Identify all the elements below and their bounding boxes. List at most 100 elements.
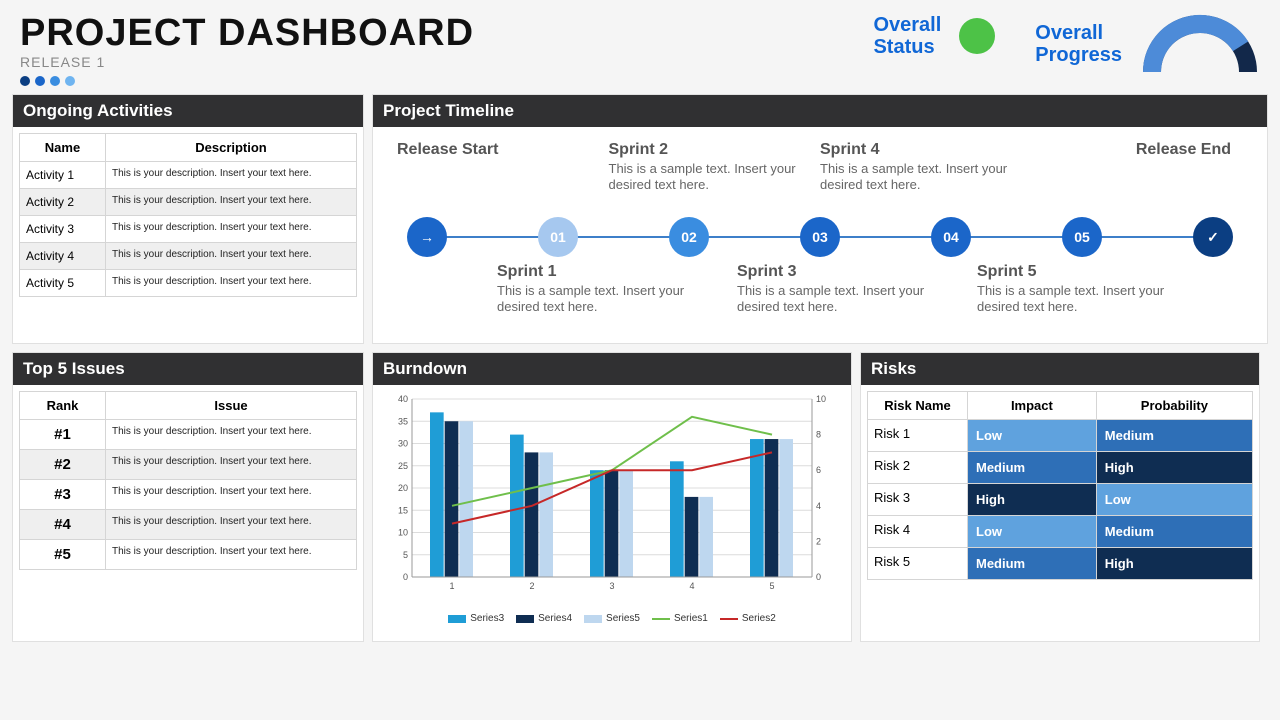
activity-name: Activity 5 xyxy=(20,270,106,297)
svg-text:10: 10 xyxy=(398,528,408,538)
risk-impact: Medium xyxy=(968,548,1097,580)
overall-status-indicator xyxy=(959,18,995,54)
table-row: Risk 4 Low Medium xyxy=(868,516,1253,548)
svg-text:0: 0 xyxy=(403,572,408,582)
svg-text:6: 6 xyxy=(816,465,821,475)
table-row: Risk 5 Medium High xyxy=(868,548,1253,580)
issues-col-rank: Rank xyxy=(20,392,106,420)
pager-dot[interactable] xyxy=(20,76,30,86)
overall-progress-label: OverallProgress xyxy=(1035,22,1122,66)
risk-name: Risk 4 xyxy=(868,516,968,548)
timeline-node: → xyxy=(407,217,447,257)
issue-desc: This is your description. Insert your te… xyxy=(106,420,357,450)
timeline-node: 03 xyxy=(800,217,840,257)
timeline-label-top: Sprint 4This is a sample text. Insert yo… xyxy=(820,141,1032,211)
title-block: PROJECT DASHBOARD RELEASE 1 xyxy=(20,14,873,86)
risks-col-prob: Probability xyxy=(1096,392,1252,420)
svg-text:35: 35 xyxy=(398,416,408,426)
table-row: Activity 2 This is your description. Ins… xyxy=(20,189,357,216)
activity-name: Activity 2 xyxy=(20,189,106,216)
risk-impact: Low xyxy=(968,516,1097,548)
issue-rank: #3 xyxy=(20,480,106,510)
svg-text:4: 4 xyxy=(689,581,694,591)
timeline-node: 04 xyxy=(931,217,971,257)
timeline-label-bottom: Sprint 3This is a sample text. Insert yo… xyxy=(737,263,977,314)
activities-col-name: Name xyxy=(20,134,106,162)
issue-rank: #4 xyxy=(20,510,106,540)
activity-name: Activity 4 xyxy=(20,243,106,270)
pager-dot[interactable] xyxy=(50,76,60,86)
risk-impact: Medium xyxy=(968,452,1097,484)
svg-text:10: 10 xyxy=(816,394,826,404)
risk-probability: High xyxy=(1096,452,1252,484)
header: PROJECT DASHBOARD RELEASE 1 OverallStatu… xyxy=(12,10,1268,94)
risk-impact: Low xyxy=(968,420,1097,452)
risk-probability: Low xyxy=(1096,484,1252,516)
timeline-node: 01 xyxy=(538,217,578,257)
issues-table: Rank Issue #1 This is your description. … xyxy=(19,391,357,570)
progress-gauge xyxy=(1140,14,1260,74)
activity-desc: This is your description. Insert your te… xyxy=(106,216,357,243)
activity-name: Activity 3 xyxy=(20,216,106,243)
activity-desc: This is your description. Insert your te… xyxy=(106,189,357,216)
risk-name: Risk 5 xyxy=(868,548,968,580)
burndown-header: Burndown xyxy=(373,353,851,385)
pager-dot[interactable] xyxy=(35,76,45,86)
burndown-legend: Series3Series4Series5Series1Series2 xyxy=(379,613,845,624)
table-row: Risk 1 Low Medium xyxy=(868,420,1253,452)
risks-header: Risks xyxy=(861,353,1259,385)
risks-panel: Risks Risk Name Impact Probability Risk … xyxy=(860,352,1260,642)
issue-desc: This is your description. Insert your te… xyxy=(106,450,357,480)
timeline-label-bottom: Sprint 1This is a sample text. Insert yo… xyxy=(497,263,737,314)
risks-col-name: Risk Name xyxy=(868,392,968,420)
pager-dot[interactable] xyxy=(65,76,75,86)
svg-text:2: 2 xyxy=(816,536,821,546)
svg-text:1: 1 xyxy=(449,581,454,591)
svg-text:4: 4 xyxy=(816,501,821,511)
table-row: #2 This is your description. Insert your… xyxy=(20,450,357,480)
burndown-chart: 0510152025303540024681012345Series3Serie… xyxy=(379,391,845,635)
issue-desc: This is your description. Insert your te… xyxy=(106,540,357,570)
overall-progress: OverallProgress xyxy=(1035,14,1260,74)
activity-name: Activity 1 xyxy=(20,162,106,189)
top-issues-panel: Top 5 Issues Rank Issue #1 This is your … xyxy=(12,352,364,642)
svg-text:3: 3 xyxy=(609,581,614,591)
activity-desc: This is your description. Insert your te… xyxy=(106,270,357,297)
risk-name: Risk 3 xyxy=(868,484,968,516)
pager-dots xyxy=(20,76,873,86)
table-row: #5 This is your description. Insert your… xyxy=(20,540,357,570)
project-timeline-panel: Project Timeline Release StartSprint 2Th… xyxy=(372,94,1268,344)
timeline-node: 05 xyxy=(1062,217,1102,257)
table-row: Activity 3 This is your description. Ins… xyxy=(20,216,357,243)
risk-probability: Medium xyxy=(1096,516,1252,548)
risk-name: Risk 1 xyxy=(868,420,968,452)
issues-col-issue: Issue xyxy=(106,392,357,420)
issue-desc: This is your description. Insert your te… xyxy=(106,510,357,540)
risk-impact: High xyxy=(968,484,1097,516)
svg-text:5: 5 xyxy=(769,581,774,591)
table-row: Risk 2 Medium High xyxy=(868,452,1253,484)
svg-text:5: 5 xyxy=(403,550,408,560)
ongoing-activities-header: Ongoing Activities xyxy=(13,95,363,127)
project-timeline-header: Project Timeline xyxy=(373,95,1267,127)
risk-probability: Medium xyxy=(1096,420,1252,452)
page-subtitle: RELEASE 1 xyxy=(20,54,873,70)
svg-text:0: 0 xyxy=(816,572,821,582)
table-row: #4 This is your description. Insert your… xyxy=(20,510,357,540)
risk-name: Risk 2 xyxy=(868,452,968,484)
timeline-label-top: Release Start xyxy=(397,141,609,211)
table-row: Activity 5 This is your description. Ins… xyxy=(20,270,357,297)
ongoing-activities-panel: Ongoing Activities Name Description Acti… xyxy=(12,94,364,344)
activity-desc: This is your description. Insert your te… xyxy=(106,243,357,270)
table-row: Risk 3 High Low xyxy=(868,484,1253,516)
issue-desc: This is your description. Insert your te… xyxy=(106,480,357,510)
timeline-label-top: Sprint 2This is a sample text. Insert yo… xyxy=(609,141,821,211)
activities-table: Name Description Activity 1 This is your… xyxy=(19,133,357,297)
overall-status: OverallStatus xyxy=(873,14,995,58)
svg-text:25: 25 xyxy=(398,461,408,471)
table-row: Activity 1 This is your description. Ins… xyxy=(20,162,357,189)
issue-rank: #5 xyxy=(20,540,106,570)
risks-table: Risk Name Impact Probability Risk 1 Low … xyxy=(867,391,1253,580)
timeline-node: ✓ xyxy=(1193,217,1233,257)
risks-col-impact: Impact xyxy=(968,392,1097,420)
